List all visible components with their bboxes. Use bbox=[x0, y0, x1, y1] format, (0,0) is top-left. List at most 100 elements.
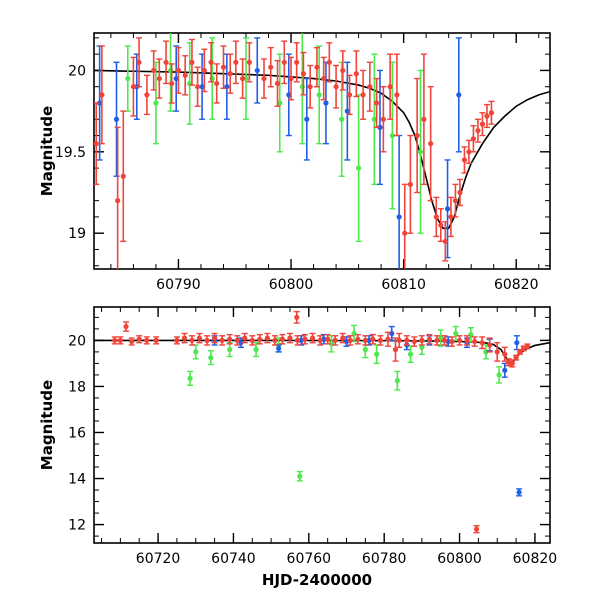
blue-data-point bbox=[516, 489, 522, 495]
plot-frame bbox=[93, 32, 551, 270]
red-data-point bbox=[441, 337, 448, 343]
red-data-point bbox=[419, 337, 425, 343]
red-data-point bbox=[385, 336, 391, 342]
x-axis-label: HJD-2400000 bbox=[262, 571, 372, 589]
green-data-point bbox=[371, 116, 377, 122]
red-data-point bbox=[402, 230, 408, 236]
red-data-point bbox=[208, 59, 214, 65]
red-data-point bbox=[279, 336, 286, 342]
red-data-point bbox=[377, 337, 384, 343]
blue-data-point bbox=[173, 75, 179, 82]
green-data-point bbox=[394, 378, 400, 384]
red-data-point bbox=[240, 75, 246, 82]
red-data-point bbox=[274, 80, 281, 87]
blue-data-point bbox=[396, 214, 402, 220]
red-data-point bbox=[294, 314, 300, 320]
red-data-point bbox=[220, 64, 227, 70]
red-data-point bbox=[309, 335, 316, 341]
red-data-point bbox=[123, 323, 129, 330]
green-data-point bbox=[316, 92, 322, 98]
blue-data-point bbox=[199, 84, 205, 90]
green-data-point bbox=[208, 355, 214, 361]
green-data-point bbox=[253, 346, 259, 353]
bottom-panel: 60720 60740 60760 60780 60800 60820 12 14 16 18 20… bbox=[38, 306, 557, 589]
red-data-point bbox=[488, 110, 495, 116]
x-tick-label: 60800 bbox=[437, 551, 482, 567]
red-data-point bbox=[153, 337, 159, 343]
red-data-point bbox=[294, 59, 300, 65]
red-data-point bbox=[452, 198, 459, 204]
red-data-point bbox=[442, 238, 448, 244]
green-data-point bbox=[407, 351, 414, 357]
x-tick-label: 60820 bbox=[494, 277, 539, 293]
model-curve bbox=[94, 69, 550, 230]
red-data-point bbox=[457, 189, 463, 196]
red-data-point bbox=[115, 198, 121, 204]
red-data-point bbox=[294, 337, 301, 343]
green-data-point bbox=[187, 375, 193, 381]
top-panel: 60790 60800 60810 60820 19 19.5 20 Magnitude bbox=[38, 32, 551, 293]
green-data-point bbox=[355, 165, 362, 171]
red-data-point bbox=[407, 181, 413, 187]
data-layer bbox=[94, 33, 550, 269]
x-tick-label: 60790 bbox=[156, 277, 201, 293]
red-data-point bbox=[461, 157, 468, 163]
red-data-point bbox=[421, 116, 427, 122]
data-layer bbox=[94, 310, 550, 534]
green-data-point bbox=[417, 149, 424, 155]
blue-data-point bbox=[502, 367, 508, 373]
red-data-point bbox=[524, 343, 530, 349]
red-data-point bbox=[117, 337, 123, 343]
red-data-point bbox=[404, 337, 410, 343]
blue-data-point bbox=[286, 92, 292, 98]
red-data-point bbox=[257, 336, 263, 342]
red-data-point bbox=[204, 337, 210, 343]
red-data-point bbox=[174, 337, 180, 343]
red-data-point bbox=[479, 340, 485, 346]
green-data-point bbox=[438, 335, 444, 341]
red-data-point bbox=[513, 355, 519, 361]
red-data-point bbox=[347, 337, 353, 343]
red-data-point bbox=[464, 337, 470, 343]
red-data-point bbox=[340, 67, 346, 74]
red-data-point bbox=[246, 59, 252, 65]
x-tick-label: 60740 bbox=[211, 551, 256, 567]
red-data-point bbox=[340, 335, 346, 341]
red-data-point bbox=[136, 59, 142, 65]
plot-frame bbox=[93, 306, 551, 544]
red-data-point bbox=[169, 80, 175, 87]
red-data-point bbox=[300, 71, 307, 77]
y-tick-label: 16 bbox=[68, 425, 86, 441]
red-data-point bbox=[487, 342, 493, 348]
red-data-point bbox=[472, 338, 478, 345]
red-data-point bbox=[332, 337, 338, 343]
y-tick-label: 20 bbox=[68, 333, 86, 349]
red-data-point bbox=[353, 71, 359, 77]
red-data-point bbox=[151, 67, 157, 74]
red-data-point bbox=[182, 72, 188, 78]
y-tick-label: 19.5 bbox=[55, 145, 86, 161]
red-data-point bbox=[380, 116, 386, 122]
red-data-point bbox=[414, 132, 420, 139]
red-data-point bbox=[326, 59, 332, 65]
green-data-point bbox=[277, 100, 283, 106]
green-data-point bbox=[227, 346, 233, 353]
red-data-point bbox=[201, 67, 207, 74]
red-data-point bbox=[502, 351, 508, 357]
x-tick-label: 60780 bbox=[362, 551, 407, 567]
green-data-point bbox=[496, 372, 502, 378]
red-data-point bbox=[355, 336, 361, 342]
red-data-point bbox=[249, 337, 255, 343]
red-data-point bbox=[189, 337, 195, 343]
red-data-point bbox=[433, 214, 439, 220]
red-data-point bbox=[494, 349, 500, 355]
red-data-point bbox=[281, 59, 287, 65]
red-data-point bbox=[466, 149, 472, 155]
red-data-point bbox=[272, 337, 278, 343]
red-data-point bbox=[234, 337, 240, 343]
blue-data-point bbox=[344, 108, 350, 114]
x-tick-label: 60810 bbox=[381, 277, 426, 293]
red-data-point bbox=[325, 336, 331, 342]
red-data-point bbox=[314, 64, 320, 70]
